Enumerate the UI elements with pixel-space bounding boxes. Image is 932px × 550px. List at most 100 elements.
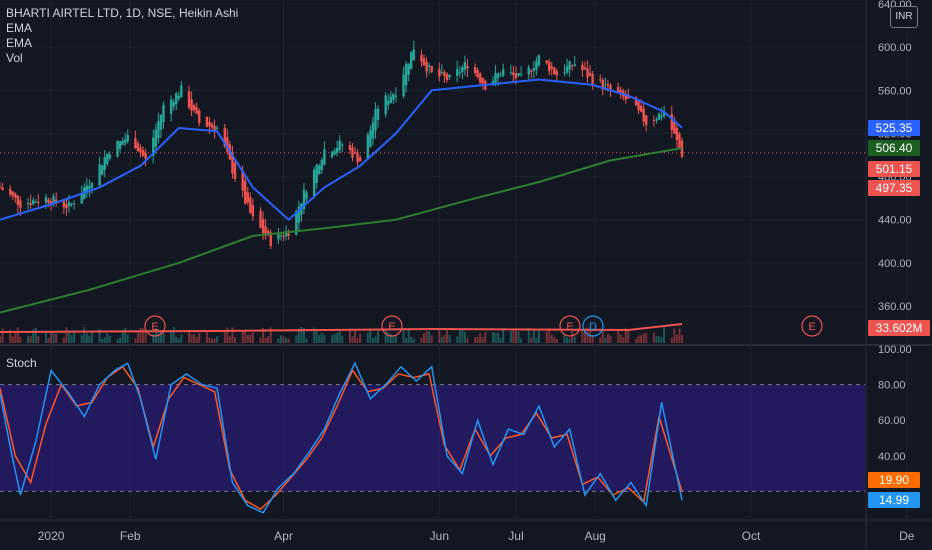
candle-body (226, 137, 229, 152)
volume-bar (428, 331, 431, 343)
volume-bar (223, 331, 226, 343)
candle-body (568, 61, 571, 70)
candle-body (180, 85, 183, 98)
stoch-d-line (0, 365, 683, 511)
volume-bar (302, 328, 305, 343)
volume-bar (497, 332, 500, 343)
volume-bar (374, 336, 377, 343)
volume-bar (389, 333, 392, 343)
volume-bar (405, 337, 408, 343)
volume-bar (423, 333, 426, 343)
volume-bar (573, 336, 576, 343)
candle-body (134, 138, 137, 149)
volume-bar (377, 330, 380, 343)
time-tick-label: Aug (584, 529, 605, 543)
volume-bar (499, 337, 502, 343)
candle-body (652, 120, 656, 122)
volume-bar (555, 338, 558, 343)
candle-body (190, 99, 193, 111)
candle-body (662, 112, 666, 117)
candle-body (537, 55, 541, 66)
candle-body (440, 72, 444, 74)
volume-bar (170, 330, 173, 343)
candle-body (553, 67, 556, 75)
candle-body (159, 114, 163, 130)
candle-body (473, 67, 477, 73)
chart-legend: BHARTI AIRTEL LTD, 1D, NSE, Heikin Ashi … (6, 6, 238, 66)
candle-body (98, 164, 101, 186)
candle-body (90, 183, 94, 188)
volume-bar (1, 328, 4, 343)
volume-bar (249, 334, 252, 343)
candle-body (297, 206, 301, 223)
candle-body (88, 186, 91, 190)
candle-body (54, 199, 58, 203)
volume-bar (27, 335, 30, 343)
time-tick-label: De (899, 529, 915, 543)
currency-button[interactable]: INR (890, 6, 918, 28)
low-price-badge: 497.35 (868, 180, 920, 196)
candle-body (583, 67, 587, 70)
volume-bar (108, 335, 111, 343)
candle-body (476, 69, 479, 78)
volume-bar (259, 337, 262, 343)
candle-body (318, 165, 321, 174)
volume-bar (456, 336, 459, 343)
volume-bar (320, 332, 323, 343)
volume-bar (287, 338, 290, 343)
candle-body (463, 62, 467, 70)
volume-bar (502, 329, 505, 343)
volume-bar (371, 337, 374, 343)
volume-bar (338, 330, 341, 343)
candle-body (312, 169, 316, 196)
volume-bar (458, 329, 461, 343)
volume-bar (67, 331, 70, 343)
legend-ema-1[interactable]: EMA (6, 21, 33, 35)
legend-ema-2[interactable]: EMA (6, 36, 33, 50)
candle-body (210, 123, 214, 128)
volume-bar (394, 336, 397, 343)
candle-body (604, 84, 607, 86)
candle-body (591, 74, 594, 85)
volume-bar (655, 335, 658, 343)
volume-bar (333, 334, 336, 343)
volume-bar (323, 334, 326, 343)
candle-body (14, 193, 17, 198)
volume-bar (484, 331, 487, 343)
volume-bar (228, 336, 231, 343)
candle-body (601, 79, 605, 90)
candle-body (555, 70, 559, 76)
candle-body (141, 150, 145, 156)
volume-bar (366, 333, 369, 343)
volume-bar (571, 331, 574, 343)
candle-body (103, 157, 106, 171)
candle-body (420, 54, 423, 62)
volume-bar (52, 333, 55, 343)
candle-body (126, 134, 129, 142)
volume-bar (159, 332, 162, 343)
volume-bar (251, 332, 254, 343)
volume-bar (412, 338, 415, 343)
legend-title[interactable]: BHARTI AIRTEL LTD, 1D, NSE, Heikin Ashi (6, 6, 239, 20)
candle-body (356, 152, 359, 163)
candle-body (208, 121, 211, 127)
volume-bar (568, 338, 571, 343)
time-tick-label: 2020 (38, 529, 65, 543)
legend-volume[interactable]: Vol (6, 51, 23, 65)
volume-bar (90, 330, 93, 343)
volume-bar (604, 337, 607, 343)
volume-bar (32, 329, 35, 343)
volume-badge: 33.602M (868, 320, 930, 336)
volume-bar (336, 332, 339, 343)
volume-bar (652, 332, 655, 343)
candle-body (517, 73, 520, 76)
volume-bar (550, 334, 553, 343)
volume-bar (351, 336, 354, 343)
volume-bar (356, 338, 359, 343)
volume-bar (481, 336, 484, 343)
stoch-label[interactable]: Stoch (6, 356, 37, 370)
volume-bar (34, 327, 37, 343)
candle-body (366, 134, 370, 160)
candle-body (172, 102, 175, 107)
